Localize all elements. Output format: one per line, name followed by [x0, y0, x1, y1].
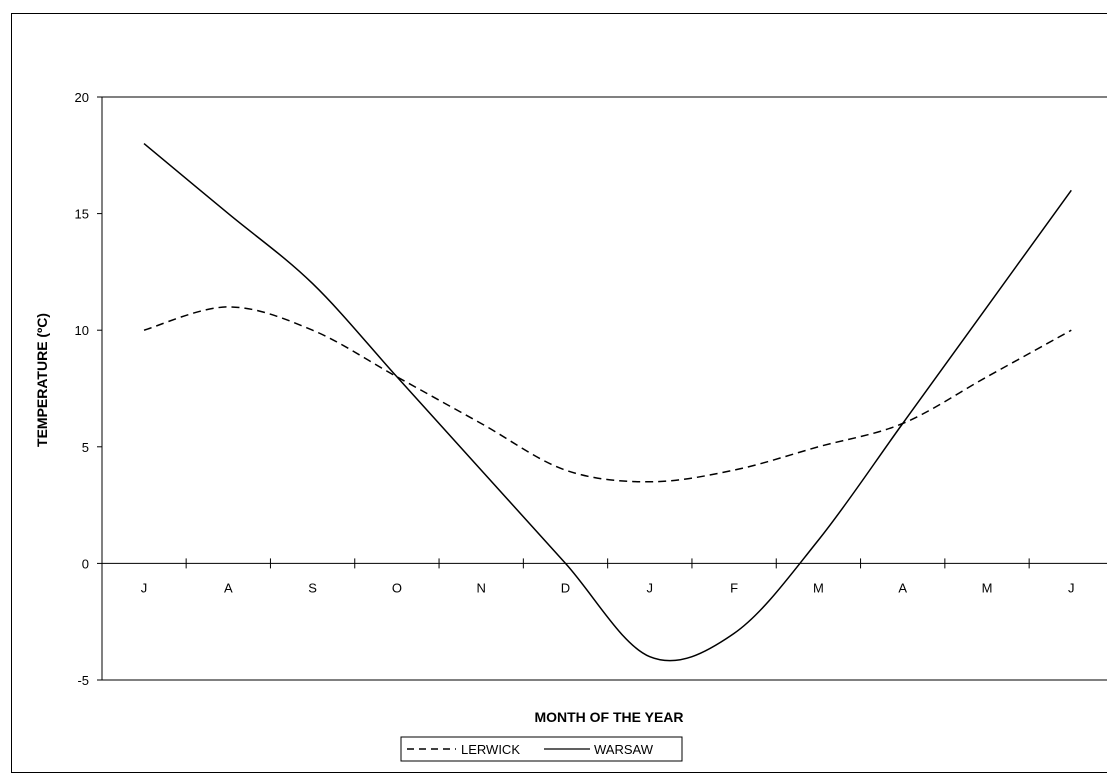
x-tick-label: D	[561, 580, 570, 595]
y-axis-title: TEMPERATURE (ºC)	[34, 313, 50, 447]
x-tick-label: J	[647, 580, 654, 595]
series-lines	[143, 143, 1072, 662]
legend-label-warsaw: WARSAW	[594, 742, 654, 757]
x-tick-label: N	[477, 580, 486, 595]
series-line-warsaw	[143, 143, 1072, 662]
axes	[101, 96, 1107, 681]
y-tick-label: 20	[75, 90, 89, 105]
x-tick-label: F	[730, 580, 738, 595]
y-tick-label: 0	[82, 556, 89, 571]
y-tick-label: 15	[75, 207, 89, 222]
y-tick-label: -5	[77, 673, 89, 688]
y-axis-ticks: -5 0 5 10 15 20	[75, 90, 102, 688]
x-axis-title: MONTH OF THE YEAR	[534, 709, 683, 725]
x-tick-label: A	[898, 580, 907, 595]
legend-label-lerwick: LERWICK	[461, 742, 520, 757]
x-tick-label: S	[308, 580, 317, 595]
x-tick-label: O	[392, 580, 402, 595]
x-tick-label: M	[982, 580, 993, 595]
legend: LERWICK WARSAW	[400, 736, 683, 762]
x-tick-label: J	[1068, 580, 1075, 595]
series-line-lerwick	[143, 306, 1072, 483]
y-tick-label: 5	[82, 440, 89, 455]
y-tick-label: 10	[75, 323, 89, 338]
x-tick-label: M	[813, 580, 824, 595]
x-tick-label: J	[141, 580, 148, 595]
x-tick-label: A	[224, 580, 233, 595]
